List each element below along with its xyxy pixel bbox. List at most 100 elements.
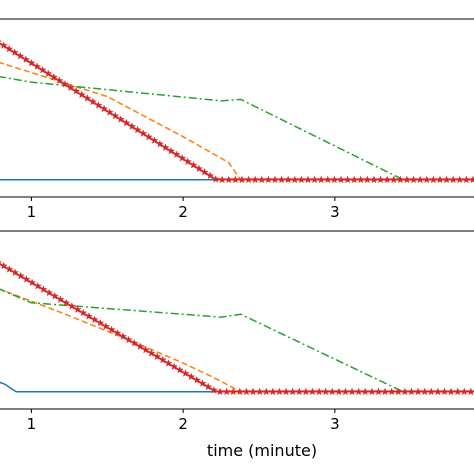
- series-3-marker: [264, 175, 273, 184]
- series-3-marker: [407, 387, 416, 396]
- series-3-marker: [113, 328, 122, 337]
- series-3-marker: [11, 268, 20, 277]
- series-3-marker: [133, 125, 142, 134]
- series-3-marker: [367, 387, 376, 396]
- series-3-marker: [49, 72, 58, 81]
- series-3-marker: [343, 175, 352, 184]
- x-axis-label: time (minute): [207, 441, 317, 460]
- series-line-2: [0, 288, 474, 393]
- series-3-marker: [16, 271, 25, 280]
- series-3-marker: [139, 129, 148, 137]
- series-3-marker: [107, 325, 116, 334]
- series-3-marker: [181, 369, 190, 377]
- series-3-marker: [153, 352, 162, 361]
- series-line-0: [0, 381, 474, 393]
- series-3-marker: [317, 175, 326, 184]
- series-3-marker: [164, 359, 173, 367]
- series-3-marker: [66, 83, 75, 92]
- series-3-marker: [403, 175, 411, 184]
- series-3-marker: [61, 80, 69, 88]
- series-3-marker: [21, 55, 30, 63]
- axes-frame: [0, 230, 474, 410]
- series-3-marker: [167, 146, 176, 155]
- series-3-marker: [427, 387, 436, 396]
- series-3-marker: [315, 387, 324, 396]
- series-3-marker: [150, 136, 159, 144]
- series-3-marker: [147, 349, 156, 357]
- series-3-marker: [249, 387, 258, 396]
- series-3-marker: [262, 387, 271, 396]
- series-3-marker: [348, 387, 357, 396]
- series-3-marker: [10, 48, 19, 56]
- series-3-marker: [383, 175, 392, 184]
- series-line-3: [0, 42, 474, 181]
- series-3-marker: [453, 387, 462, 396]
- series-3-marker: [277, 175, 286, 184]
- series-3-marker: [224, 175, 233, 184]
- series-3-marker: [209, 386, 218, 394]
- series-3-marker: [363, 175, 372, 184]
- series-3-marker: [183, 157, 192, 166]
- series-3-marker: [422, 175, 431, 184]
- series-3-marker: [55, 76, 64, 85]
- series-3-marker: [27, 58, 36, 67]
- series-3-marker: [119, 332, 127, 340]
- series-3-marker: [141, 345, 150, 354]
- series-3-marker: [455, 175, 464, 184]
- series-3-marker: [172, 150, 181, 159]
- series-3-marker: [321, 387, 330, 396]
- series-3-marker: [194, 164, 203, 173]
- series-3-marker: [242, 387, 251, 396]
- plot-area: [0, 40, 474, 184]
- series-3-marker: [28, 278, 37, 287]
- series-3-marker: [429, 175, 438, 184]
- series-3-marker: [409, 175, 418, 184]
- x-tick-label: 3: [330, 415, 340, 433]
- series-3-marker: [73, 305, 82, 313]
- series-3-marker: [100, 104, 109, 113]
- series-3-marker: [275, 387, 284, 396]
- series-3-marker: [290, 175, 299, 184]
- series-3-marker: [442, 175, 451, 184]
- series-3-marker: [469, 175, 474, 184]
- series-3-marker: [62, 298, 71, 307]
- series-3-marker: [304, 175, 312, 184]
- series-3-marker: [116, 115, 125, 123]
- series-3-marker: [0, 41, 8, 49]
- series-3-marker: [370, 175, 378, 184]
- series-3-marker: [416, 175, 425, 184]
- axes-frame: [0, 18, 474, 198]
- bottom-subplot: 1 2 3: [0, 230, 474, 433]
- series-3-marker: [350, 175, 359, 184]
- series-3-marker: [381, 387, 390, 396]
- series-3-marker: [0, 261, 8, 270]
- series-3-marker: [235, 387, 244, 396]
- series-3-marker: [56, 295, 65, 303]
- series-3-marker: [244, 175, 253, 184]
- series-3-marker: [187, 372, 196, 381]
- series-3-marker: [310, 175, 319, 184]
- series-3-marker: [328, 387, 337, 396]
- series-3-marker: [158, 355, 167, 364]
- series-3-marker: [460, 387, 469, 396]
- series-3-marker: [449, 175, 458, 184]
- x-tick-label: 2: [178, 415, 188, 433]
- series-3-marker: [38, 65, 47, 74]
- series-3-marker: [170, 362, 179, 371]
- series-line-1: [0, 61, 474, 181]
- series-3-marker: [122, 118, 131, 127]
- x-tick-label: 2: [178, 203, 188, 221]
- series-line-2: [0, 76, 474, 181]
- series-3-marker: [216, 387, 225, 396]
- x-tick-label: 1: [27, 203, 37, 221]
- series-3-marker: [337, 175, 345, 184]
- series-line-3: [0, 262, 474, 393]
- series-3-marker: [79, 308, 88, 317]
- series-3-marker: [0, 261, 2, 266]
- x-tick-label: 1: [27, 415, 37, 433]
- series-3-marker: [330, 175, 339, 184]
- series-3-marker: [90, 315, 99, 324]
- series-3-marker: [308, 387, 317, 396]
- series-3-marker: [198, 379, 207, 387]
